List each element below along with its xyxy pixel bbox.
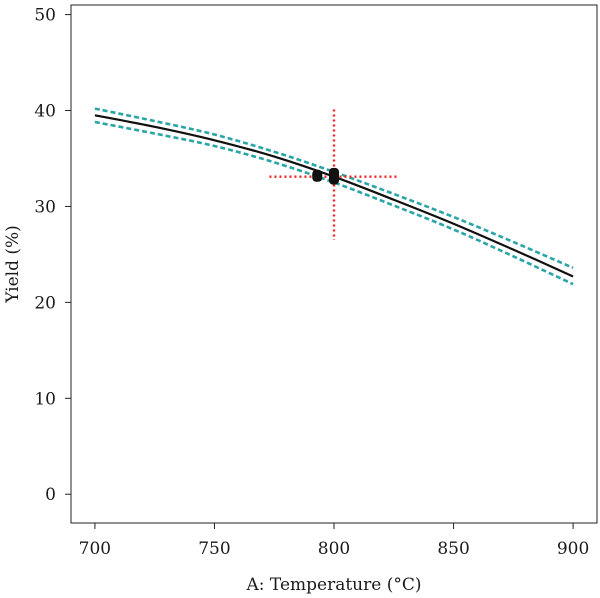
- y-tick-label: 0: [45, 485, 56, 505]
- fit-line: [94, 114, 574, 278]
- y-axis-label: Yield (%): [3, 225, 23, 304]
- design-point: [329, 172, 339, 185]
- lower-confidence-line: [94, 120, 574, 286]
- x-tick-label: 800: [318, 539, 350, 559]
- x-tick-label: 750: [198, 539, 230, 559]
- x-tick-label: 700: [79, 539, 111, 559]
- y-tick-label: 50: [34, 6, 56, 26]
- y-tick-label: 10: [34, 389, 56, 409]
- ticks: 700 750 800 850 900 0 10 20 30 40 50: [34, 6, 589, 559]
- x-tick-label: 900: [557, 539, 589, 559]
- design-points: [312, 167, 339, 185]
- y-tick-label: 30: [34, 197, 56, 217]
- y-tick-label: 20: [34, 293, 56, 313]
- y-tick-label: 40: [34, 102, 56, 122]
- design-point: [312, 169, 323, 182]
- x-axis-label: A: Temperature (°C): [246, 575, 422, 595]
- x-tick-label: 850: [437, 539, 469, 559]
- plot-frame: [70, 4, 598, 524]
